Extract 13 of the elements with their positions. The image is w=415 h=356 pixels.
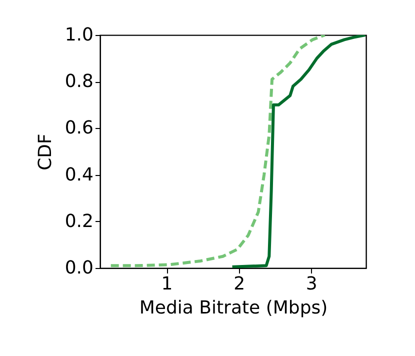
x-tick-label: 3 [306,274,318,294]
line-series [230,35,366,268]
y-tick-label: 0.4 [64,164,94,186]
line-series [109,35,326,268]
y-axis-title: CDF [34,134,56,170]
y-tick-label: 0.6 [64,118,94,139]
y-tick-label: 1.0 [64,24,94,46]
x-tick-label: 2 [234,274,246,294]
y-tick-label: 0.8 [64,71,94,92]
x-axis-title: Media Bitrate (Mbps) [139,298,328,318]
y-tick-label: 0.0 [64,258,94,278]
x-tick-label: 1 [161,274,173,294]
y-tick-label: 0.2 [64,210,94,232]
